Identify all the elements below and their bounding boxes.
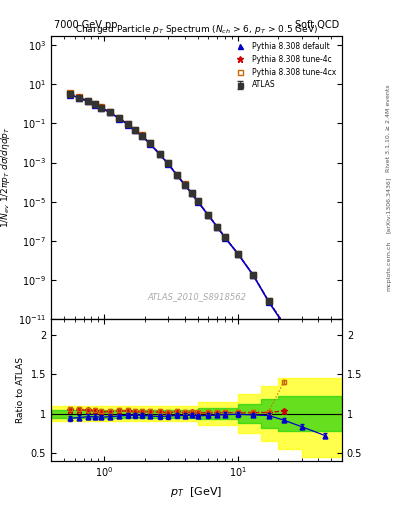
Text: 7000 GeV pp: 7000 GeV pp	[54, 20, 118, 30]
Pythia 8.308 tune-4c	[299, 353, 304, 359]
Pythia 8.308 default	[323, 409, 328, 415]
Pythia 8.308 tune-4c	[235, 250, 240, 257]
Pythia 8.308 tune-4c	[139, 132, 144, 138]
Pythia 8.308 tune-4c	[251, 272, 255, 278]
Pythia 8.308 tune-4c	[85, 98, 90, 104]
Pythia 8.308 tune-4c	[323, 406, 328, 412]
Pythia 8.308 tune-4cx	[117, 115, 122, 121]
Pythia 8.308 tune-4c	[107, 109, 112, 115]
Pythia 8.308 default	[92, 101, 97, 108]
Pythia 8.308 default	[235, 251, 240, 257]
Pythia 8.308 tune-4c	[206, 212, 211, 218]
Pythia 8.308 tune-4c	[182, 181, 187, 187]
Pythia 8.308 default	[99, 105, 104, 111]
Pythia 8.308 tune-4cx	[166, 160, 171, 166]
Pythia 8.308 tune-4cx	[266, 298, 271, 304]
Pythia 8.308 tune-4c	[67, 91, 72, 97]
Pythia 8.308 default	[266, 298, 271, 305]
Pythia 8.308 tune-4c	[148, 140, 152, 146]
Pythia 8.308 tune-4cx	[182, 181, 187, 187]
Pythia 8.308 default	[107, 110, 112, 116]
Title: Charged Particle $p_T$ Spectrum ($N_{ch}$ > 6, $p_T$ > 0.5 GeV): Charged Particle $p_T$ Spectrum ($N_{ch}…	[75, 23, 318, 36]
Pythia 8.308 tune-4cx	[157, 151, 162, 157]
Pythia 8.308 tune-4cx	[77, 94, 82, 100]
X-axis label: $p_T$  [GeV]: $p_T$ [GeV]	[171, 485, 222, 499]
Pythia 8.308 tune-4cx	[206, 212, 211, 218]
Pythia 8.308 tune-4cx	[222, 234, 227, 240]
Pythia 8.308 tune-4c	[157, 151, 162, 157]
Pythia 8.308 tune-4c	[222, 234, 227, 240]
Pythia 8.308 tune-4cx	[148, 140, 152, 146]
Pythia 8.308 default	[251, 272, 255, 278]
Pythia 8.308 default	[125, 121, 130, 127]
Pythia 8.308 default	[189, 190, 194, 197]
Text: [arXiv:1306.3436]: [arXiv:1306.3436]	[386, 177, 391, 233]
Pythia 8.308 tune-4c	[166, 160, 171, 166]
Pythia 8.308 default	[157, 152, 162, 158]
Line: Pythia 8.308 tune-4c: Pythia 8.308 tune-4c	[66, 90, 329, 412]
Pythia 8.308 default	[117, 116, 122, 122]
Pythia 8.308 default	[133, 127, 138, 133]
Pythia 8.308 default	[139, 133, 144, 139]
Pythia 8.308 default	[67, 92, 72, 98]
Pythia 8.308 default	[222, 234, 227, 241]
Pythia 8.308 tune-4c	[174, 172, 179, 178]
Pythia 8.308 default	[85, 98, 90, 104]
Pythia 8.308 default	[174, 172, 179, 178]
Pythia 8.308 default	[281, 321, 286, 327]
Pythia 8.308 tune-4c	[77, 94, 82, 100]
Pythia 8.308 tune-4c	[125, 121, 130, 127]
Pythia 8.308 tune-4c	[266, 298, 271, 305]
Text: mcplots.cern.ch: mcplots.cern.ch	[386, 241, 391, 291]
Legend: Pythia 8.308 default, Pythia 8.308 tune-4c, Pythia 8.308 tune-4cx, ATLAS: Pythia 8.308 default, Pythia 8.308 tune-…	[230, 39, 338, 92]
Pythia 8.308 tune-4c	[133, 127, 138, 133]
Pythia 8.308 tune-4cx	[125, 121, 130, 127]
Pythia 8.308 tune-4c	[195, 198, 200, 204]
Text: Soft QCD: Soft QCD	[295, 20, 339, 30]
Y-axis label: Ratio to ATLAS: Ratio to ATLAS	[16, 357, 25, 423]
Text: Rivet 3.1.10, ≥ 2.4M events: Rivet 3.1.10, ≥ 2.4M events	[386, 84, 391, 172]
Pythia 8.308 tune-4cx	[195, 198, 200, 204]
Text: ATLAS_2010_S8918562: ATLAS_2010_S8918562	[147, 292, 246, 301]
Pythia 8.308 tune-4cx	[92, 101, 97, 107]
Pythia 8.308 tune-4cx	[299, 353, 304, 359]
Pythia 8.308 default	[166, 161, 171, 167]
Pythia 8.308 default	[182, 182, 187, 188]
Pythia 8.308 tune-4c	[189, 190, 194, 196]
Pythia 8.308 tune-4c	[92, 101, 97, 107]
Pythia 8.308 tune-4cx	[133, 126, 138, 133]
Pythia 8.308 default	[215, 224, 220, 230]
Pythia 8.308 tune-4cx	[107, 109, 112, 115]
Pythia 8.308 tune-4cx	[189, 190, 194, 196]
Pythia 8.308 tune-4cx	[215, 224, 220, 230]
Pythia 8.308 tune-4cx	[235, 250, 240, 257]
Pythia 8.308 default	[148, 141, 152, 147]
Line: Pythia 8.308 tune-4cx: Pythia 8.308 tune-4cx	[67, 91, 328, 412]
Pythia 8.308 tune-4cx	[139, 132, 144, 138]
Pythia 8.308 default	[206, 212, 211, 218]
Pythia 8.308 tune-4c	[117, 115, 122, 121]
Pythia 8.308 tune-4cx	[174, 172, 179, 178]
Y-axis label: $1/N_{ev}$ $1/2\pi p_T$ $d\sigma/d\eta dp_T$: $1/N_{ev}$ $1/2\pi p_T$ $d\sigma/d\eta d…	[0, 126, 13, 228]
Pythia 8.308 tune-4cx	[281, 320, 286, 326]
Pythia 8.308 tune-4cx	[67, 91, 72, 97]
Pythia 8.308 tune-4c	[99, 104, 104, 111]
Pythia 8.308 tune-4cx	[323, 406, 328, 412]
Line: Pythia 8.308 default: Pythia 8.308 default	[67, 92, 328, 415]
Pythia 8.308 default	[77, 95, 82, 101]
Pythia 8.308 tune-4c	[215, 224, 220, 230]
Pythia 8.308 tune-4cx	[85, 98, 90, 104]
Pythia 8.308 default	[195, 199, 200, 205]
Pythia 8.308 tune-4cx	[99, 104, 104, 111]
Pythia 8.308 default	[299, 355, 304, 361]
Pythia 8.308 tune-4cx	[251, 272, 255, 278]
Pythia 8.308 tune-4c	[281, 320, 286, 326]
